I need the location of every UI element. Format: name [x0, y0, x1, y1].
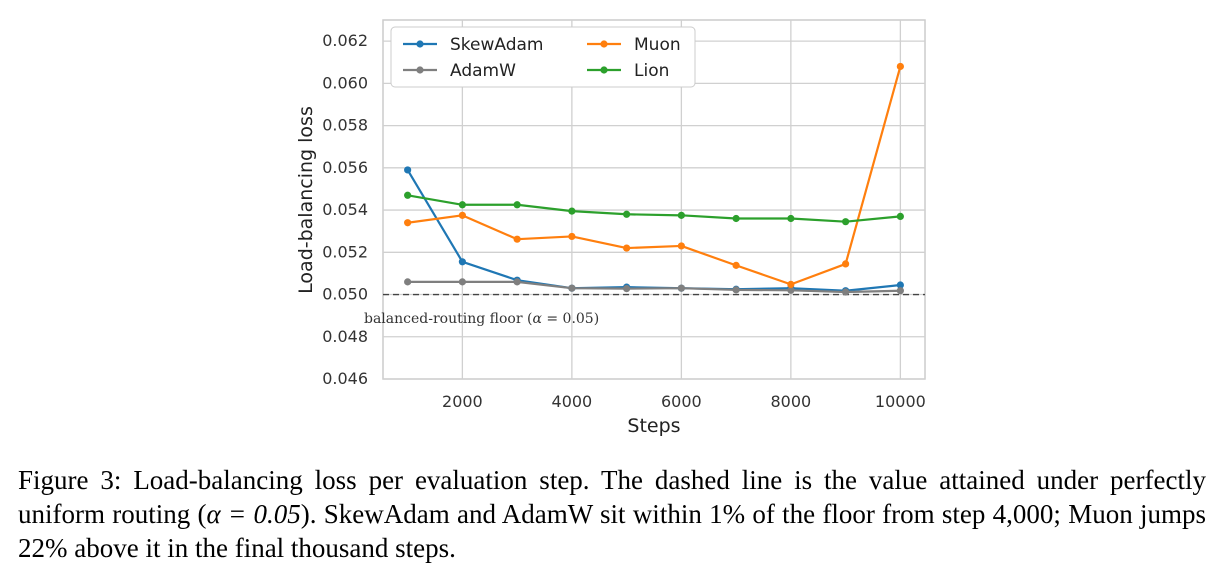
- data-point-lion: [842, 218, 850, 226]
- data-point-lion: [732, 214, 740, 223]
- y-tick-label: 0.050: [322, 285, 368, 304]
- data-point-muon: [568, 232, 576, 241]
- legend-label-adamw: AdamW: [450, 61, 516, 81]
- x-tick-label: 4000: [552, 392, 593, 411]
- data-point-lion: [787, 214, 795, 223]
- legend-box: [390, 26, 696, 88]
- legend-marker-lion: [600, 66, 608, 74]
- floor-annotation-prefix: balanced-routing floor (: [364, 311, 532, 327]
- x-tick-label: 2000: [442, 392, 483, 411]
- data-point-skewadam: [404, 166, 412, 174]
- data-point-adamw: [842, 288, 850, 296]
- data-point-muon: [896, 62, 904, 71]
- y-tick-label: 0.046: [322, 369, 368, 388]
- y-tick-label: 0.058: [322, 116, 368, 135]
- x-tick-label: 6000: [661, 392, 702, 411]
- figure-caption: Figure 3: Load-balancing loss per evalua…: [18, 463, 1206, 565]
- data-point-adamw: [623, 285, 631, 293]
- caption-label: Figure 3:: [18, 465, 122, 495]
- x-tick-label: 10000: [875, 392, 926, 411]
- data-point-adamw: [458, 278, 466, 286]
- data-point-adamw: [677, 284, 685, 292]
- caption-text-2: ). SkewAdam and AdamW sit within 1% of t…: [18, 499, 1206, 563]
- series-line-lion: [407, 194, 901, 223]
- legend-marker-muon: [600, 40, 608, 48]
- y-tick-label: 0.060: [322, 73, 368, 92]
- floor-annotation-alpha: α: [532, 311, 542, 327]
- data-point-muon: [677, 242, 685, 250]
- y-tick-label: 0.056: [322, 158, 368, 177]
- series-muon: [404, 62, 904, 288]
- y-tick-label: 0.054: [322, 200, 368, 219]
- data-point-muon: [458, 211, 466, 219]
- y-tick-label: 0.052: [322, 242, 368, 261]
- data-point-muon: [787, 280, 795, 288]
- series-line-muon: [407, 66, 902, 286]
- series-line-adamw: [407, 280, 901, 294]
- x-tick-labels: 2000 4000 6000 8000 10000: [442, 392, 926, 411]
- y-tick-label: 0.062: [322, 31, 368, 50]
- legend-label-lion: Lion: [634, 61, 669, 81]
- legend: SkewAdam AdamW Muon Lion: [390, 26, 696, 88]
- legend-label-muon: Muon: [634, 35, 681, 55]
- data-point-adamw: [787, 286, 795, 294]
- data-point-adamw: [404, 278, 412, 286]
- y-tick-label: 0.048: [322, 327, 368, 346]
- legend-item-adamw: AdamW: [403, 61, 516, 81]
- series-lion: [404, 191, 904, 226]
- data-point-lion: [568, 207, 576, 215]
- series-group: [404, 62, 904, 296]
- data-point-muon: [513, 235, 521, 243]
- data-point-muon: [732, 261, 740, 269]
- data-point-skewadam: [458, 258, 466, 266]
- data-point-adamw: [732, 286, 740, 294]
- floor-annotation: balanced-routing floor (α = 0.05): [364, 311, 599, 327]
- line-chart: 2000 4000 6000 8000 10000 0.0460.0480.0500.0…: [295, 19, 926, 437]
- x-tick-label: 8000: [771, 392, 812, 411]
- data-point-muon: [404, 219, 412, 227]
- data-point-adamw: [513, 278, 521, 286]
- caption-text-1: Load-balancing loss per evaluation step.…: [18, 465, 1206, 529]
- data-point-lion: [677, 211, 685, 219]
- legend-item-muon: Muon: [587, 35, 681, 55]
- data-point-lion: [896, 212, 904, 220]
- legend-item-skewadam: SkewAdam: [403, 35, 544, 55]
- caption-math: α = 0.05: [206, 499, 301, 529]
- data-point-lion: [458, 201, 466, 209]
- data-point-adamw: [568, 284, 576, 292]
- x-axis-title: Steps: [627, 415, 680, 437]
- data-point-lion: [404, 191, 412, 199]
- legend-item-lion: Lion: [587, 61, 669, 81]
- data-point-lion: [623, 210, 631, 218]
- data-point-muon: [623, 244, 631, 252]
- series-adamw: [404, 278, 904, 296]
- floor-annotation-suffix: = 0.05): [542, 311, 599, 327]
- data-point-adamw: [896, 287, 904, 295]
- data-point-skewadam: [896, 281, 904, 289]
- legend-marker-skewadam: [416, 40, 424, 48]
- y-tick-labels: 0.046 0.048 0.050 0.052 0.054 0.056 0.058 0.060…: [322, 31, 368, 388]
- data-point-lion: [513, 201, 521, 209]
- legend-marker-adamw: [416, 66, 424, 74]
- legend-label-skewadam: SkewAdam: [450, 35, 544, 55]
- data-point-muon: [842, 260, 850, 268]
- y-axis-title: Load-balancing loss: [295, 106, 317, 294]
